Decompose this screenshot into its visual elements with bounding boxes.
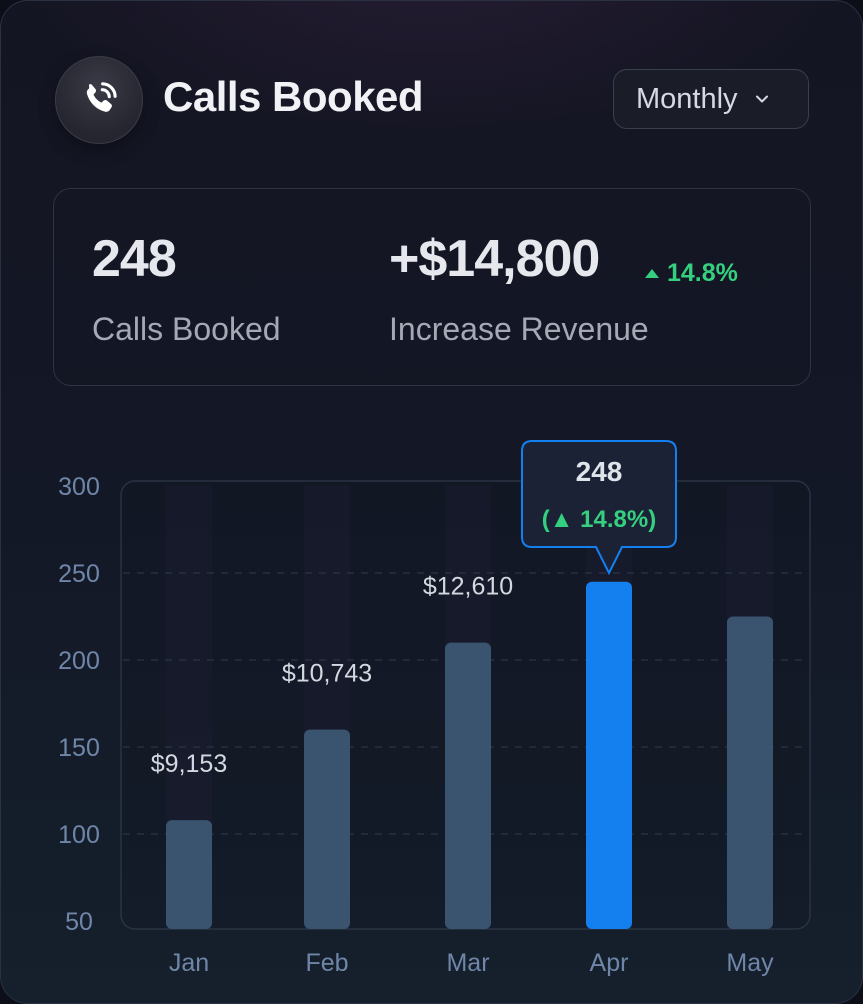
x-tick-label: May (726, 949, 774, 977)
tooltip-value: 248 (576, 456, 623, 487)
calls-booked-label: Calls Booked (92, 311, 281, 347)
x-tick-label: Mar (446, 949, 489, 977)
y-tick-label: 250 (58, 560, 100, 588)
x-tick-label: Jan (169, 949, 209, 977)
bar-data-label: $12,610 (423, 573, 513, 601)
bar-may (727, 616, 773, 929)
period-dropdown[interactable]: Monthly (613, 69, 809, 129)
chevron-down-icon (754, 91, 770, 107)
y-tick-label: 200 (58, 647, 100, 675)
tooltip (521, 440, 677, 576)
y-tick-label: 100 (58, 821, 100, 849)
card-title: Calls Booked (163, 73, 424, 120)
bar-mar (445, 642, 491, 929)
phone-icon-badge (55, 56, 143, 144)
x-tick-label: Feb (305, 949, 348, 977)
bar-feb (304, 729, 350, 929)
calls-booked-value: 248 (92, 230, 177, 288)
period-dropdown-value: Monthly (636, 82, 738, 115)
bar-data-label: $9,153 (151, 750, 227, 778)
bar-jan (166, 820, 212, 929)
tooltip-change: (▲ 14.8%) (542, 506, 656, 533)
y-tick-label: 300 (58, 473, 100, 501)
y-tick-label: 150 (58, 734, 100, 762)
stats-panel (53, 188, 811, 386)
revenue-change-badge: 14.8% (645, 259, 738, 288)
revenue-value: +$14,800 (389, 230, 600, 288)
y-tick-label: 50 (65, 908, 93, 936)
phone-icon (86, 82, 117, 112)
revenue-label: Increase Revenue (389, 311, 649, 347)
bar-apr (586, 581, 632, 929)
x-tick-label: Apr (590, 949, 629, 977)
bar-data-label: $10,743 (282, 660, 372, 688)
arrow-up-icon (645, 269, 659, 278)
revenue-change-value: 14.8% (667, 259, 738, 287)
